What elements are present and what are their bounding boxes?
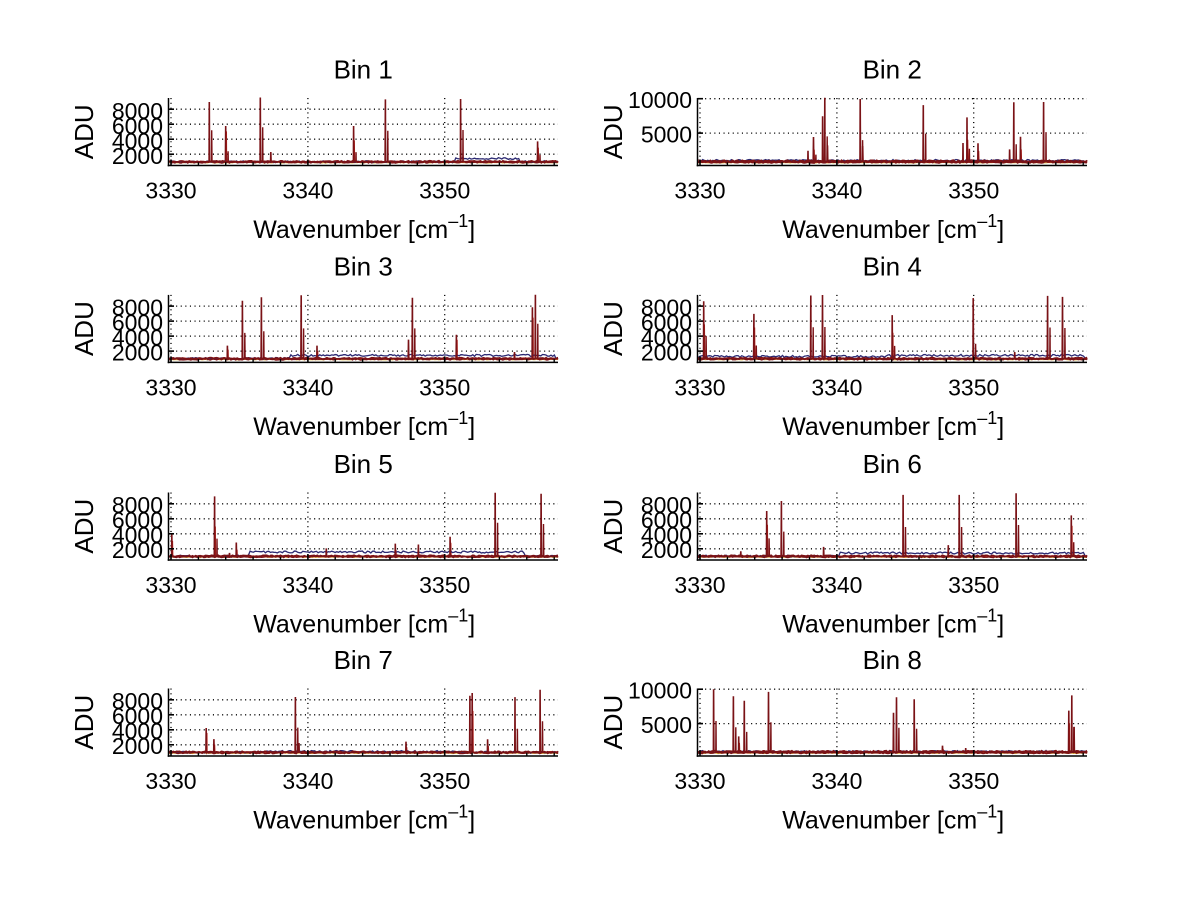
svg-text:8000: 8000 [112,295,163,321]
svg-text:8000: 8000 [641,295,692,321]
svg-text:Wavenumber [cm–1]: Wavenumber [cm–1] [782,606,1004,639]
svg-text:Wavenumber [cm–1]: Wavenumber [cm–1] [253,802,475,835]
svg-text:3350: 3350 [948,374,999,400]
svg-text:8000: 8000 [112,688,163,714]
svg-text:ADU: ADU [69,301,99,356]
svg-text:3340: 3340 [282,572,333,598]
svg-text:2000: 2000 [112,733,163,759]
svg-text:3350: 3350 [948,768,999,794]
svg-text:6000: 6000 [112,703,163,729]
svg-text:3330: 3330 [674,374,725,400]
svg-text:Bin 6: Bin 6 [863,449,922,479]
svg-text:Bin 3: Bin 3 [334,251,393,281]
svg-text:Wavenumber [cm–1]: Wavenumber [cm–1] [782,408,1004,441]
svg-text:Wavenumber [cm–1]: Wavenumber [cm–1] [253,606,475,639]
svg-text:3340: 3340 [811,178,862,204]
svg-text:8000: 8000 [112,98,163,124]
svg-text:4000: 4000 [641,325,692,351]
svg-text:Bin 5: Bin 5 [334,449,393,479]
svg-text:3330: 3330 [674,768,725,794]
svg-text:8000: 8000 [112,492,163,518]
svg-text:10000: 10000 [628,87,692,113]
svg-text:3340: 3340 [811,768,862,794]
svg-text:3350: 3350 [419,572,470,598]
svg-text:6000: 6000 [641,507,692,533]
svg-text:6000: 6000 [112,113,163,139]
svg-text:3350: 3350 [948,178,999,204]
svg-text:3340: 3340 [282,768,333,794]
svg-text:ADU: ADU [598,695,628,750]
svg-text:Bin 8: Bin 8 [863,645,922,675]
svg-text:3340: 3340 [811,572,862,598]
svg-text:Bin 2: Bin 2 [863,55,922,85]
svg-text:3330: 3330 [145,178,196,204]
svg-text:3330: 3330 [145,572,196,598]
svg-text:ADU: ADU [69,104,99,159]
svg-text:4000: 4000 [112,718,163,744]
svg-text:3350: 3350 [419,374,470,400]
svg-text:Wavenumber [cm–1]: Wavenumber [cm–1] [782,802,1004,835]
svg-text:2000: 2000 [641,537,692,563]
svg-text:ADU: ADU [598,301,628,356]
svg-text:5000: 5000 [641,122,692,148]
svg-text:3350: 3350 [419,768,470,794]
svg-text:3340: 3340 [811,374,862,400]
svg-text:2000: 2000 [112,143,163,169]
svg-text:6000: 6000 [112,310,163,336]
svg-text:4000: 4000 [112,522,163,548]
svg-text:6000: 6000 [641,310,692,336]
svg-text:Bin 4: Bin 4 [863,251,922,281]
svg-text:4000: 4000 [112,128,163,154]
svg-text:Wavenumber [cm–1]: Wavenumber [cm–1] [253,211,475,244]
svg-text:2000: 2000 [112,537,163,563]
svg-text:Bin 1: Bin 1 [334,55,393,85]
svg-text:3340: 3340 [282,374,333,400]
svg-text:8000: 8000 [641,492,692,518]
svg-text:3330: 3330 [145,768,196,794]
svg-text:5000: 5000 [641,712,692,738]
svg-text:2000: 2000 [112,340,163,366]
svg-text:6000: 6000 [112,507,163,533]
svg-text:Bin 7: Bin 7 [334,645,393,675]
svg-text:ADU: ADU [598,499,628,554]
svg-text:4000: 4000 [112,325,163,351]
svg-text:3330: 3330 [674,178,725,204]
svg-text:3350: 3350 [948,572,999,598]
svg-text:10000: 10000 [628,678,692,704]
svg-text:ADU: ADU [69,695,99,750]
svg-text:Wavenumber [cm–1]: Wavenumber [cm–1] [253,408,475,441]
svg-text:3330: 3330 [145,374,196,400]
svg-text:2000: 2000 [641,340,692,366]
svg-text:3350: 3350 [419,178,470,204]
svg-text:3330: 3330 [674,572,725,598]
svg-text:ADU: ADU [598,104,628,159]
svg-text:Wavenumber [cm–1]: Wavenumber [cm–1] [782,211,1004,244]
svg-text:4000: 4000 [641,522,692,548]
svg-text:3340: 3340 [282,178,333,204]
svg-text:ADU: ADU [69,499,99,554]
